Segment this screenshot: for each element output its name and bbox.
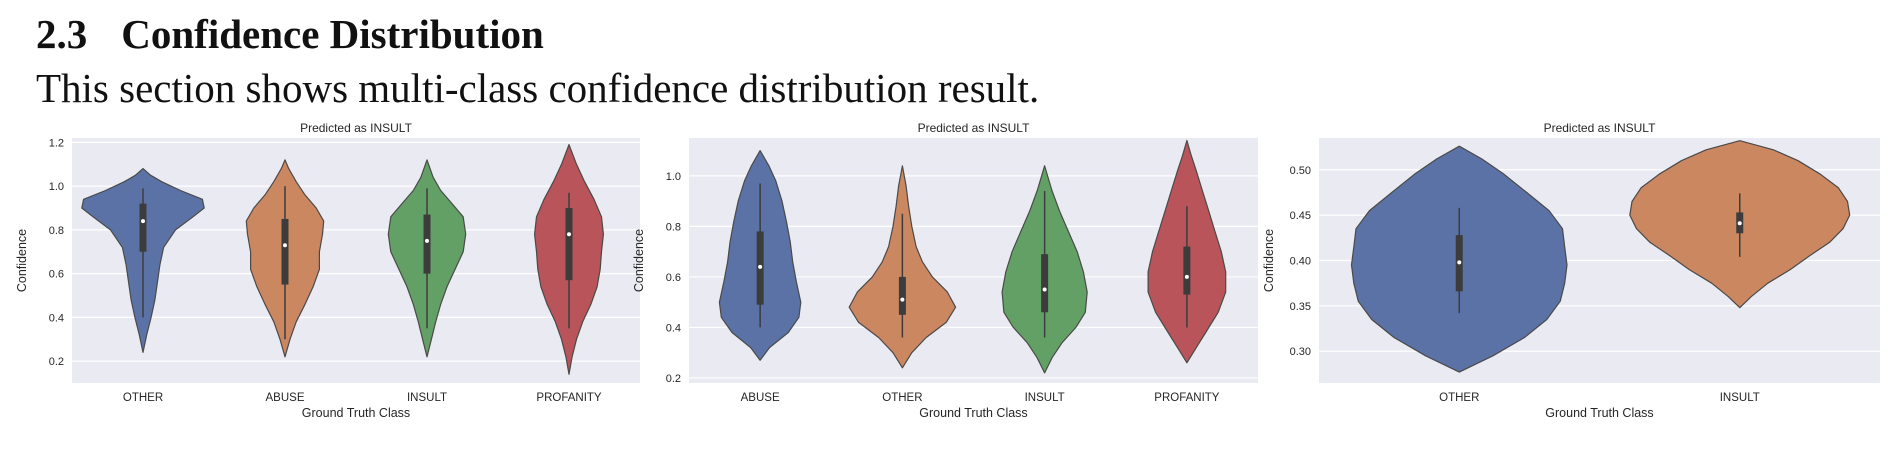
y-tick-label: 0.2 xyxy=(666,373,681,385)
chart-title: Predicted as INSULT xyxy=(300,121,412,135)
y-tick-label: 0.2 xyxy=(49,356,64,368)
median-point xyxy=(567,232,571,237)
y-tick-label: 0.50 xyxy=(1290,165,1311,177)
y-tick-label: 1.2 xyxy=(49,137,64,149)
median-point xyxy=(1737,221,1742,226)
y-axis-label: Confidence xyxy=(632,229,646,292)
x-axis-label: Ground Truth Class xyxy=(302,406,410,420)
section-heading: 2.3 Confidence Distribution xyxy=(36,10,544,58)
x-tick-label: INSULT xyxy=(407,392,447,404)
violin-chart-1: 0.2 0.4 0.6 0.8 1.0 1.2 OTHER ABUSE INSULT PROFAN… xyxy=(15,121,640,420)
median-point xyxy=(900,297,905,302)
y-tick-label: 0.45 xyxy=(1290,210,1311,222)
x-tick-label: ABUSE xyxy=(741,392,780,404)
y-tick-label: 0.40 xyxy=(1290,256,1311,268)
median-point xyxy=(425,238,429,243)
y-tick-label: 0.6 xyxy=(666,272,681,284)
y-tick-label: 0.35 xyxy=(1290,301,1311,313)
y-axis-label: Confidence xyxy=(15,229,29,292)
x-tick-label: PROFANITY xyxy=(1154,392,1220,404)
x-axis-label: Ground Truth Class xyxy=(1545,406,1653,420)
x-tick-label: OTHER xyxy=(882,392,922,404)
section-title: Confidence Distribution xyxy=(121,11,544,57)
x-tick-label: INSULT xyxy=(1025,392,1065,404)
iqr-box xyxy=(1041,254,1049,313)
y-tick-label: 0.30 xyxy=(1290,346,1311,358)
median-point xyxy=(1184,274,1189,279)
y-tick-label: 0.8 xyxy=(666,221,681,233)
median-point xyxy=(758,264,763,269)
y-tick-label: 1.0 xyxy=(49,181,64,193)
y-axis-label: Confidence xyxy=(1262,229,1276,292)
iqr-box xyxy=(139,203,147,252)
iqr-box xyxy=(565,208,573,281)
iqr-box xyxy=(423,214,431,274)
iqr-box xyxy=(1183,246,1191,295)
x-tick-label: OTHER xyxy=(1439,392,1479,404)
x-tick-label: INSULT xyxy=(1720,392,1760,404)
x-axis-label: Ground Truth Class xyxy=(919,406,1027,420)
violin-chart-3: 0.30 0.35 0.40 0.45 0.50 OTHER INSULT Predicted… xyxy=(1262,121,1880,420)
y-tick-label: 0.4 xyxy=(666,322,681,334)
x-tick-label: ABUSE xyxy=(266,392,305,404)
iqr-box xyxy=(898,276,906,315)
x-tick-label: OTHER xyxy=(123,392,163,404)
x-tick-label: PROFANITY xyxy=(536,392,602,404)
y-tick-label: 1.0 xyxy=(666,171,681,183)
median-point xyxy=(141,219,145,224)
y-tick-label: 0.8 xyxy=(49,225,64,237)
y-tick-label: 0.6 xyxy=(49,269,64,281)
median-point xyxy=(1042,287,1047,292)
section-intro: This section shows multi-class confidenc… xyxy=(36,65,1040,111)
y-tick-label: 0.4 xyxy=(49,312,64,324)
iqr-box xyxy=(281,218,289,285)
chart-title: Predicted as INSULT xyxy=(918,121,1030,135)
violin-chart-2: 0.2 0.4 0.6 0.8 1.0 ABUSE OTHER INSULT PROFANITY… xyxy=(632,121,1258,420)
chart-title: Predicted as INSULT xyxy=(1544,121,1656,135)
section-number: 2.3 xyxy=(36,11,88,57)
median-point xyxy=(283,243,287,248)
median-point xyxy=(1457,260,1462,265)
